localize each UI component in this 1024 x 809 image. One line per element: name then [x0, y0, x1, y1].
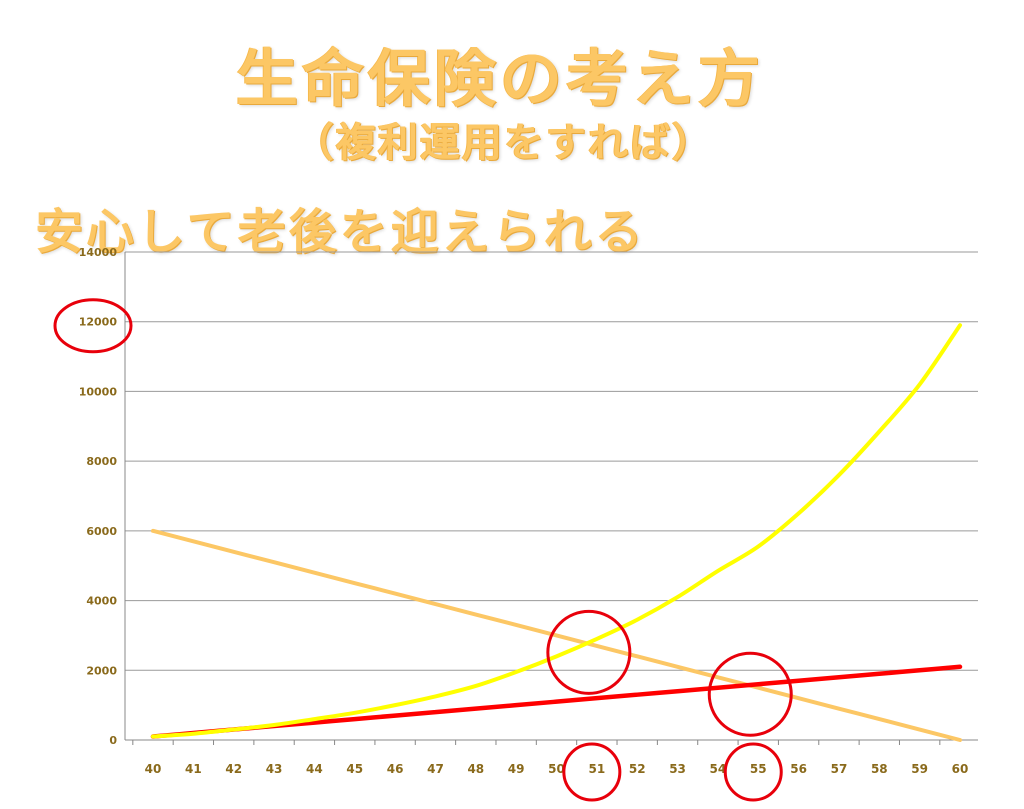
y-tick-label: 8000	[86, 455, 117, 468]
x-tick-label: 51	[588, 762, 605, 776]
x-tick-label: 60	[952, 762, 969, 776]
highlight-circle-y-tick	[53, 298, 133, 354]
highlight-circle-point	[707, 651, 793, 737]
x-tick-label: 41	[185, 762, 202, 776]
y-tick-label: 14000	[79, 246, 118, 259]
x-tick-label: 49	[508, 762, 525, 776]
series-line-orange	[151, 528, 962, 742]
x-tick-label: 43	[266, 762, 283, 776]
y-tick-label: 2000	[86, 664, 117, 677]
x-tick-label: 53	[669, 762, 686, 776]
chart-title: 生命保険の考え方	[235, 42, 764, 115]
highlight-circle-x-tick	[723, 742, 783, 802]
highlight-circle-x-tick	[562, 742, 622, 802]
x-tick-label: 45	[346, 762, 363, 776]
x-tick-label: 55	[750, 762, 767, 776]
y-tick-label: 6000	[86, 525, 117, 538]
x-tick-label: 44	[306, 762, 323, 776]
x-tick-label: 46	[387, 762, 404, 776]
x-tick-label: 54	[710, 762, 727, 776]
x-tick-label: 47	[427, 762, 444, 776]
series-line-yellow	[151, 323, 962, 739]
highlight-circle-point	[546, 609, 632, 695]
y-tick-label: 0	[109, 734, 117, 747]
y-tick-label: 12000	[79, 316, 118, 329]
x-tick-label: 42	[225, 762, 242, 776]
x-tick-label: 59	[911, 762, 928, 776]
x-tick-label: 58	[871, 762, 888, 776]
x-tick-label: 52	[629, 762, 646, 776]
x-tick-label: 40	[145, 762, 162, 776]
chart-subtitle: （複利運用をすれば）	[294, 120, 714, 166]
x-tick-label: 56	[790, 762, 807, 776]
x-tick-label: 57	[831, 762, 848, 776]
chart-slogan: 安心して老後を迎えられる	[35, 204, 646, 260]
x-tick-label: 48	[467, 762, 484, 776]
x-tick-label: 50	[548, 762, 565, 776]
y-tick-label: 10000	[79, 385, 118, 398]
y-tick-label: 4000	[86, 595, 117, 608]
